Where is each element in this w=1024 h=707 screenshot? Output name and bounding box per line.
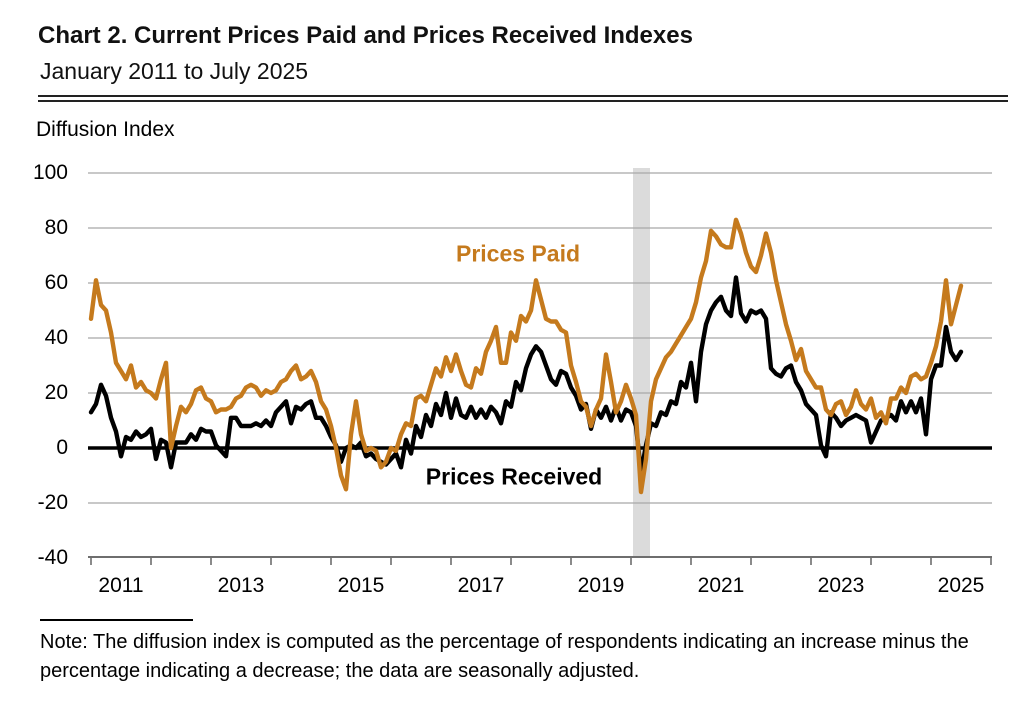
y-axis-tick-label: 20 — [44, 381, 68, 404]
prices-paid-label: Prices Paid — [455, 240, 581, 267]
prices-received-line — [88, 275, 964, 475]
y-axis-title: Diffusion Index — [36, 118, 175, 141]
x-axis-tick-label: 2013 — [217, 574, 265, 597]
y-axis-tick-label: 40 — [44, 326, 68, 349]
x-axis-tick-label: 2023 — [817, 574, 865, 597]
y-axis-tick-label: 0 — [56, 436, 68, 459]
y-axis-tick-label: -20 — [37, 491, 68, 514]
x-axis-tick-label: 2015 — [337, 574, 385, 597]
y-axis-tick-label: 100 — [32, 161, 68, 184]
x-axis-tick-label: 2021 — [697, 574, 745, 597]
x-axis-tick-label: 2025 — [937, 574, 985, 597]
prices-paid-line — [88, 217, 964, 495]
x-axis-tick-label: 2019 — [577, 574, 625, 597]
x-axis-tick-label: 2011 — [98, 574, 144, 597]
note-text: Note: The diffusion index is computed as… — [40, 631, 969, 682]
y-axis-tick-label: -40 — [37, 546, 68, 569]
footnote-divider — [40, 619, 193, 621]
title-divider — [38, 95, 1008, 102]
x-axis-tick-label: 2017 — [457, 574, 505, 597]
y-axis-tick-label: 60 — [44, 271, 68, 294]
chart-subtitle: January 2011 to July 2025 — [40, 58, 309, 84]
y-axis-tick-label: 80 — [44, 216, 68, 239]
prices-received-label: Prices Received — [425, 463, 603, 490]
recession-shading — [633, 168, 650, 557]
chart-title: Chart 2. Current Prices Paid and Prices … — [38, 22, 693, 49]
